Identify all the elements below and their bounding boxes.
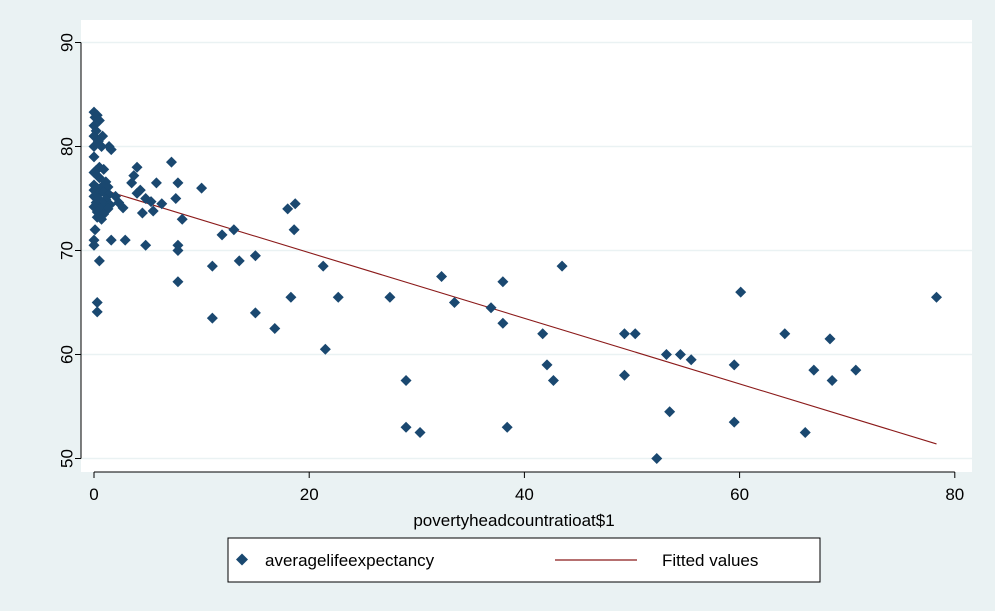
data-point bbox=[436, 271, 448, 282]
data-point bbox=[89, 224, 101, 236]
plot-area bbox=[81, 20, 972, 472]
data-point bbox=[170, 193, 182, 204]
data-point bbox=[735, 286, 747, 298]
data-point bbox=[660, 349, 672, 360]
data-point bbox=[105, 144, 117, 156]
data-point bbox=[556, 260, 568, 272]
axes: 50 60 70 80 90 0 20 40 60 80 bbox=[57, 33, 964, 504]
data-point bbox=[400, 375, 412, 386]
y-tick-label: 60 bbox=[57, 345, 76, 364]
data-point bbox=[799, 427, 811, 438]
data-point bbox=[206, 312, 218, 324]
x-tick-label: 80 bbox=[945, 485, 964, 504]
data-point bbox=[497, 317, 509, 329]
data-point bbox=[850, 364, 862, 376]
data-point bbox=[618, 328, 630, 340]
data-point bbox=[228, 224, 240, 236]
y-tick-label: 50 bbox=[57, 449, 76, 468]
data-point bbox=[165, 156, 177, 168]
data-point bbox=[485, 302, 497, 314]
data-point bbox=[824, 333, 836, 345]
legend: averagelifeexpectancy Fitted values bbox=[227, 537, 821, 583]
data-point bbox=[172, 245, 184, 256]
x-tick-label: 0 bbox=[89, 485, 98, 504]
data-point bbox=[126, 177, 138, 189]
data-point bbox=[105, 234, 117, 246]
data-point bbox=[88, 239, 100, 251]
data-point bbox=[216, 229, 228, 241]
data-point bbox=[96, 141, 108, 152]
data-point bbox=[674, 349, 686, 360]
data-point bbox=[288, 224, 300, 236]
data-point bbox=[156, 198, 168, 210]
x-tick-label: 20 bbox=[300, 485, 319, 504]
y-tick-label: 70 bbox=[57, 241, 76, 260]
data-point bbox=[172, 276, 184, 288]
legend-label-series-1: Fitted values bbox=[662, 551, 758, 570]
data-point bbox=[249, 307, 261, 319]
data-point bbox=[400, 421, 412, 433]
data-point bbox=[779, 328, 791, 340]
data-point bbox=[145, 196, 157, 208]
data-point bbox=[728, 359, 740, 371]
data-point bbox=[384, 291, 396, 303]
legend-marker-diamond bbox=[236, 553, 248, 566]
data-point bbox=[497, 276, 509, 288]
data-point bbox=[541, 359, 553, 371]
data-point bbox=[206, 260, 218, 272]
data-point bbox=[131, 161, 143, 173]
legend-label-series-0: averagelifeexpectancy bbox=[265, 551, 435, 570]
data-point bbox=[140, 239, 152, 251]
data-point bbox=[196, 182, 208, 194]
data-point bbox=[332, 291, 344, 303]
data-point bbox=[91, 297, 103, 308]
x-axis-label: povertyheadcountratioat$1 bbox=[413, 511, 614, 530]
data-point bbox=[96, 213, 108, 225]
data-point bbox=[448, 297, 460, 308]
data-point bbox=[269, 323, 281, 334]
y-tick-label: 90 bbox=[57, 33, 76, 52]
data-point bbox=[285, 291, 297, 303]
data-point bbox=[664, 406, 676, 418]
data-point bbox=[282, 203, 294, 215]
data-point bbox=[147, 205, 159, 217]
data-point bbox=[685, 354, 697, 366]
data-point bbox=[501, 421, 513, 433]
y-tick-label: 80 bbox=[57, 137, 76, 156]
data-point bbox=[249, 250, 261, 262]
data-point bbox=[537, 328, 549, 340]
data-point bbox=[728, 416, 740, 428]
data-point bbox=[414, 427, 426, 438]
data-point bbox=[233, 255, 245, 267]
data-point bbox=[651, 453, 663, 464]
data-point bbox=[131, 187, 143, 199]
data-point bbox=[826, 375, 838, 386]
data-point bbox=[931, 291, 943, 303]
data-point bbox=[172, 177, 184, 189]
data-point bbox=[629, 328, 641, 340]
data-points-layer bbox=[88, 106, 943, 464]
data-point bbox=[98, 163, 110, 175]
data-point bbox=[547, 375, 559, 386]
data-point bbox=[808, 364, 820, 376]
data-point bbox=[91, 306, 103, 318]
data-point bbox=[618, 369, 630, 381]
data-point bbox=[93, 255, 105, 267]
x-tick-label: 60 bbox=[730, 485, 749, 504]
data-point bbox=[88, 141, 100, 152]
data-point bbox=[119, 234, 131, 246]
data-point bbox=[117, 202, 129, 214]
data-point bbox=[317, 260, 329, 272]
x-tick-label: 40 bbox=[515, 485, 534, 504]
gridlines bbox=[81, 41, 972, 460]
legend-box bbox=[227, 537, 821, 583]
data-point bbox=[88, 151, 100, 163]
data-point bbox=[319, 343, 331, 355]
data-point bbox=[176, 213, 188, 225]
data-point bbox=[289, 198, 301, 210]
data-point bbox=[136, 207, 148, 219]
data-point bbox=[150, 177, 162, 189]
